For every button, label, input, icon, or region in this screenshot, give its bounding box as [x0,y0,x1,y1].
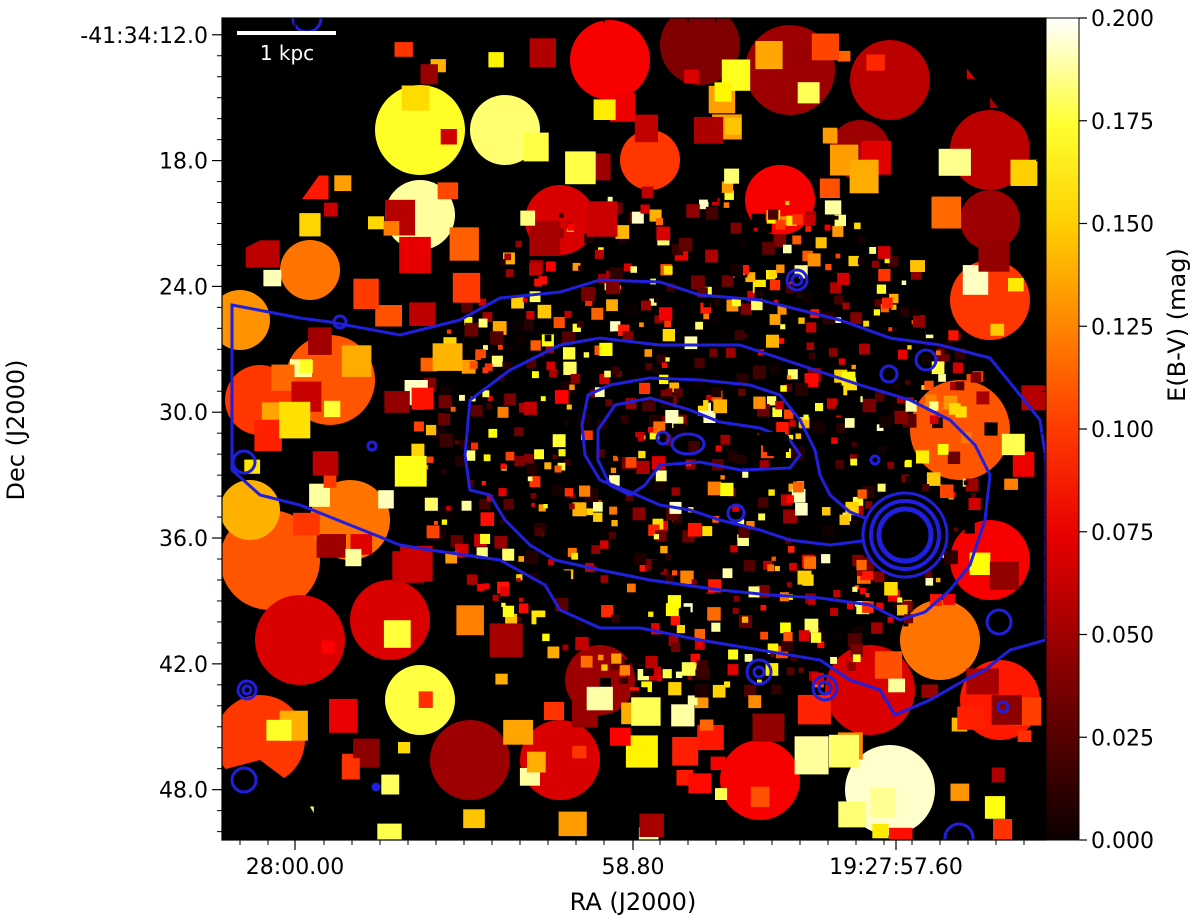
y-tick-label: 18.0 [159,150,208,175]
y-tick-label: -41:34:12.0 [80,24,208,49]
colorbar-tick-label: 0.100 [1091,418,1154,443]
colorbar-tick-label: 0.075 [1091,521,1154,546]
y-axis: -41:34:12.0 18.0 24.0 30.0 36.0 42.0 48.0 [80,24,1046,833]
contour-lines [230,18,1046,840]
scale-bar: 1 kpc [237,31,336,65]
knot-contour [670,432,706,456]
y-tick-label: 24.0 [159,275,208,300]
x-axis: 28:00.00 58.80 19:27:57.60 [239,18,1025,880]
y-tick-label: 30.0 [159,401,208,426]
ebv-map [222,18,1046,840]
masked-point-source [861,491,949,579]
y-tick-label: 42.0 [159,653,208,678]
y-axis-label: Dec (J2000) [2,360,30,501]
knot-contour-small [655,430,671,446]
x-axis-label: RA (J2000) [570,888,697,916]
x-tick-label: 19:27:57.60 [829,855,963,880]
x-tick-label: 28:00.00 [246,855,344,880]
colorbar-gradient [1045,17,1080,841]
colorbar-tick-label: 0.175 [1091,110,1154,135]
colorbar-tick-label: 0.050 [1091,624,1154,649]
colorbar: 0.000 0.025 0.050 0.075 0.100 0.125 0.150 0.175… [1045,7,1191,854]
colorbar-tick-label: 0.200 [1091,7,1154,32]
colorbar-tick-label: 0.150 [1091,213,1154,238]
y-tick-label: 36.0 [159,527,208,552]
colorbar-tick-label: 0.000 [1091,829,1154,854]
colorbar-label: E(B-V) (mag) [1163,248,1191,402]
x-tick-label: 58.80 [602,855,665,880]
masked-stars [614,431,789,457]
mid-contour [463,336,992,622]
colorbar-tick-label: 0.025 [1091,726,1154,751]
outer-contour [230,278,1046,717]
scale-bar-label: 1 kpc [260,41,314,65]
core-contour [596,396,802,497]
y-tick-label: 48.0 [159,779,208,804]
colorbar-tick-label: 0.125 [1091,315,1154,340]
